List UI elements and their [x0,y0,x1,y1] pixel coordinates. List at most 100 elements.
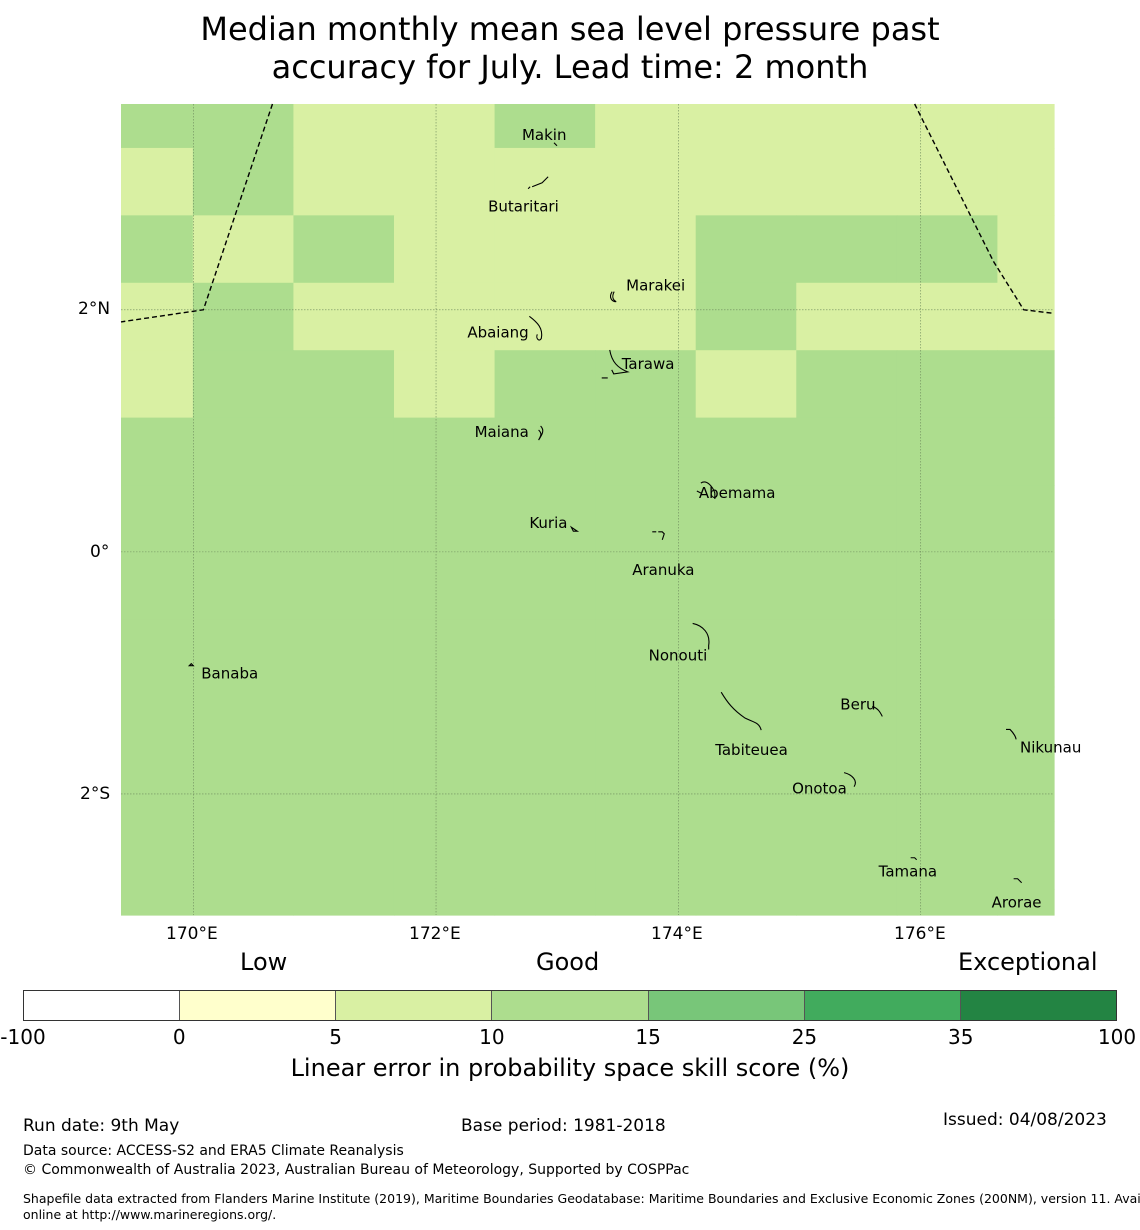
base-period: Base period: 1981-2018 [461,1116,666,1136]
skill-cell [695,417,797,486]
skill-cell [192,147,295,216]
skill-cell [293,147,395,216]
island-butaritari: Butaritari [488,176,559,216]
skill-cell [796,282,898,351]
skill-cell [192,754,295,823]
skill-cell [494,551,596,620]
skill-cell [192,888,295,916]
skill-cell [896,551,999,620]
skill-cell [595,686,697,755]
skill-cell [595,350,697,419]
skill-cell [494,754,596,823]
colorbar-swatch [336,991,493,1020]
island-tarawa: Tarawa [601,349,674,379]
skill-cell [121,686,194,755]
skill-cell [896,147,999,216]
island-aranuka: Aranuka [632,531,695,579]
island-nikunau: Nikunau [1006,728,1081,756]
island-layer: Makin Butaritari Marakei Abaiang Tarawa Maian… [187,126,1081,912]
island-label: Makin [522,126,567,144]
skill-cell [896,821,999,890]
colorbar-tick-label: 5 [329,1025,342,1049]
island-label: Arorae [992,894,1042,912]
category-low: Low [240,948,288,976]
skill-cell [796,104,898,149]
skill-score-map: Makin Butaritari Marakei Abaiang Tarawa Maian… [120,103,1081,916]
island-outline [910,857,918,861]
eez-boundaries [120,103,1055,323]
skill-cell [192,350,295,419]
skill-cell [796,147,898,216]
island-outline [1013,878,1023,884]
x-tick-170: 170°E [166,924,218,944]
island-outline [187,662,195,667]
skill-cell [997,485,1055,553]
colorbar-tick-label: 0 [172,1025,186,1049]
skill-cell [796,754,898,823]
skill-cell [595,104,697,149]
map-title: Median monthly mean sea level pressure p… [0,10,1140,86]
skill-cell [293,551,395,620]
skill-cell [896,754,999,823]
skill-cell [695,282,797,351]
skill-cell [695,485,797,553]
island-tamana: Tamana [878,857,937,881]
island-outline [720,691,762,731]
skill-cell [997,417,1055,486]
skill-cell [896,104,999,149]
skill-cell [595,551,697,620]
shapefile-credit-line-1: Shapefile data extracted from Flanders M… [23,1191,1140,1206]
island-label: Tabiteuea [714,741,788,759]
title-line-1: Median monthly mean sea level pressure p… [200,10,940,48]
island-label: Aranuka [632,561,694,579]
skill-cell [695,551,797,620]
skill-cell [192,551,295,620]
skill-cell [896,485,999,553]
colorbar-swatch [492,991,649,1020]
skill-cell [121,888,194,916]
island-outline [696,481,716,500]
skill-cell [293,821,395,890]
x-tick-172: 172°E [409,924,461,944]
island-label: Beru [840,695,875,713]
colorbar-tick-label: 10 [479,1025,505,1049]
skill-cell [695,104,797,149]
category-exceptional: Exceptional [958,948,1098,976]
skill-cell [494,282,596,351]
island-label: Nonouti [649,646,708,664]
island-outline [527,176,549,190]
skill-cell [192,215,295,284]
skill-cell [494,215,596,284]
island-maiana: Maiana [475,423,544,441]
copyright: © Commonwealth of Australia 2023, Austra… [23,1162,690,1178]
island-outline [692,622,710,650]
island-outline [872,705,883,717]
data-source: Data source: ACCESS-S2 and ERA5 Climate … [23,1143,404,1159]
y-tick-2s: 2°S [80,784,111,804]
island-label: Banaba [201,665,258,683]
skill-cell [896,888,999,916]
island-outline [569,525,580,532]
island-nonouti: Nonouti [649,622,710,664]
eez-boundary-line [914,103,1055,315]
skill-cell [595,619,697,688]
skill-cell [595,282,697,351]
colorbar-tick-label: 15 [635,1025,661,1049]
skill-cell [896,282,999,351]
shapefile-credit-line-2: online at http://www.marineregions.org/. [23,1207,277,1222]
island-outline [609,291,617,303]
x-tick-174: 174°E [651,924,703,944]
skill-cell [293,686,395,755]
skill-cell [695,686,797,755]
skill-cell [896,619,999,688]
skill-cell [595,147,697,216]
island-outline [553,142,558,147]
island-outline [529,315,543,341]
skill-cell [121,821,194,890]
skill-cell [997,619,1055,688]
skill-cell [393,619,496,688]
skill-cell [695,147,797,216]
skill-cell [695,350,797,419]
skill-cell [695,619,797,688]
skill-cell [192,485,295,553]
